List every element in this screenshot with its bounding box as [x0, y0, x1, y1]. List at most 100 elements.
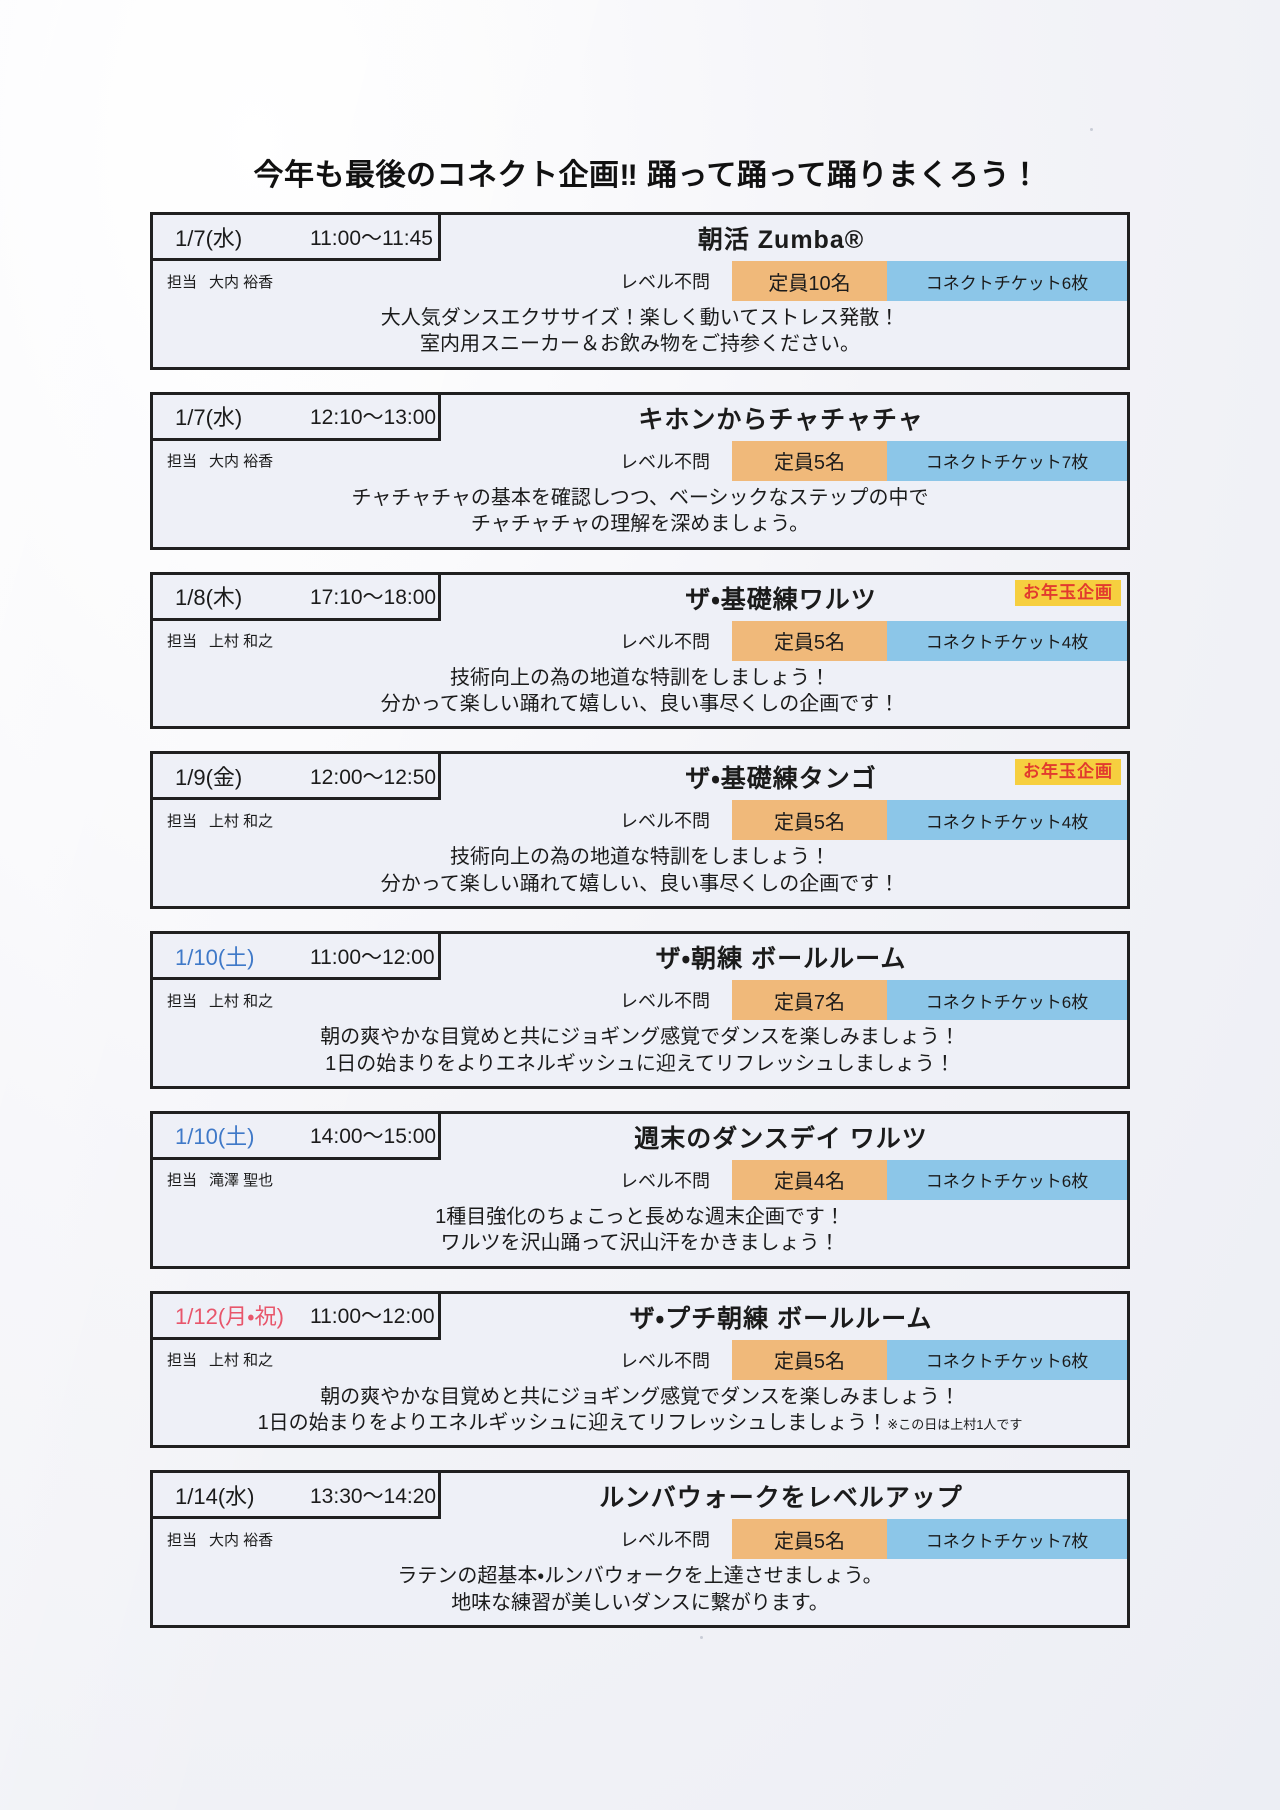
description-line-2-text: 1日の始まりをよりエネルギッシュに迎えてリフレッシュしましょう！	[257, 1412, 888, 1435]
staff-name: 滝澤 聖也	[209, 1172, 274, 1190]
staff-info: 担当 滝澤 聖也	[153, 1169, 273, 1190]
card-header: 1/9(金) 12:00〜12:50 ザ・基礎練タンゴ お年玉企画	[153, 754, 1127, 801]
capacity-badge: 定員5名	[732, 1519, 887, 1560]
date-time-box: 1/10(土) 11:00〜12:00	[153, 934, 441, 981]
staff-name: 大内 裕香	[209, 1531, 274, 1549]
staff-info: 担当 大内 裕香	[153, 271, 273, 292]
ticket-badge: コネクトチケット4枚	[887, 620, 1127, 661]
level-label: レベル不問	[620, 1530, 710, 1551]
class-title: ザ・基礎練ワルツ	[441, 575, 1127, 621]
date-time-box: 1/8(木) 17:10〜18:00	[153, 574, 441, 621]
card-info-band: 担当 上村 和之 レベル不問 定員5名 コネクトチケット4枚	[153, 620, 1127, 661]
class-title-text: ザ・基礎練ワルツ	[685, 585, 877, 614]
staff-info: 担当 大内 裕香	[153, 1529, 273, 1550]
class-title: キホンからチャチャチャ	[441, 395, 1127, 441]
date-time-box: 1/7(水) 11:00〜11:45	[153, 215, 441, 261]
class-card-list: 1/7(水) 11:00〜11:45 朝活 Zumba® 担当 大内 裕香 レベル不問 定員…	[0, 212, 1280, 1629]
staff-info: 担当 大内 裕香	[153, 450, 273, 471]
class-card: 1/7(水) 11:00〜11:45 朝活 Zumba® 担当 大内 裕香 レベル不問 定員…	[150, 212, 1130, 370]
description-line-2: 分かって楽しい踊れて嬉しい、良い事尽くしの企画です！	[153, 691, 1127, 717]
new-year-badge: お年玉企画	[1015, 579, 1121, 606]
class-title: ルンバウォークをレベルアップ	[441, 1473, 1127, 1519]
ticket-badge: コネクトチケット7枚	[887, 440, 1127, 481]
class-time: 11:00〜11:45	[310, 226, 433, 250]
staff-label: 担当	[167, 1172, 198, 1190]
page-title: 今年も最後のコネクト企画‼ 踊って踊って踊りまくろう！	[253, 159, 1041, 192]
description-line-2: 1日の始まりをよりエネルギッシュに迎えてリフレッシュしましょう！	[153, 1051, 1127, 1077]
class-time: 17:10〜18:00	[310, 586, 437, 610]
staff-name: 大内 裕香	[209, 453, 274, 471]
capacity-badge: 定員7名	[732, 980, 887, 1021]
staff-label: 担当	[167, 812, 198, 830]
date-time-box: 1/12(月・祝) 11:00〜12:00	[153, 1293, 441, 1340]
level-label: レベル不問	[620, 811, 710, 832]
ticket-badge: コネクトチケット6枚	[887, 261, 1127, 301]
description-line-1: 技術向上の為の地道な特訓をしましょう！	[450, 666, 830, 689]
card-info-band: 担当 上村 和之 レベル不問 定員5名 コネクトチケット6枚	[153, 1339, 1127, 1380]
staff-label: 担当	[167, 273, 198, 291]
date-time-box: 1/10(土) 14:00〜15:00	[153, 1113, 441, 1160]
capacity-badge: 定員5名	[732, 1339, 887, 1380]
card-description: 技術向上の為の地道な特訓をしましょう！ 分かって楽しい踊れて嬉しい、良い事尽くしの…	[153, 840, 1127, 906]
card-info-band: 担当 大内 裕香 レベル不問 定員5名 コネクトチケット7枚	[153, 440, 1127, 481]
date-time-box: 1/9(金) 12:00〜12:50	[153, 754, 441, 801]
class-time: 11:00〜12:00	[310, 1305, 435, 1329]
class-card: 1/7(水) 12:10〜13:00 キホンからチャチャチャ 担当 大内 裕香 レベル不問…	[150, 391, 1130, 550]
date-time-box: 1/14(水) 13:30〜14:20	[153, 1473, 441, 1520]
class-title: 朝活 Zumba®	[441, 215, 1127, 261]
class-date: 1/10(土)	[175, 1124, 255, 1150]
description-line-2-text: ワルツを沢山踊って沢山汗をかきましょう！	[440, 1232, 840, 1255]
new-year-badge: お年玉企画	[1015, 759, 1121, 786]
card-description: 大人気ダンスエクササイズ！楽しく動いてストレス発散！ 室内用スニーカー＆お飲み物を…	[153, 301, 1127, 367]
description-line-2-text: 分かって楽しい踊れて嬉しい、良い事尽くしの企画です！	[380, 872, 900, 895]
description-line-2-text: 室内用スニーカー＆お飲み物をご持参ください。	[420, 333, 860, 356]
card-description: 朝の爽やかな目覚めと共にジョギング感覚でダンスを楽しみましょう！ 1日の始まりをよ…	[153, 1380, 1127, 1446]
class-card: 1/8(木) 17:10〜18:00 ザ・基礎練ワルツ お年玉企画 担当 上村 和之 レベル…	[150, 571, 1130, 730]
level-label: レベル不問	[620, 631, 710, 652]
card-header: 1/7(水) 12:10〜13:00 キホンからチャチャチャ	[153, 394, 1127, 441]
class-date: 1/7(水)	[175, 405, 243, 431]
class-title-text: 朝活 Zumba®	[697, 226, 865, 254]
description-line-1: ラテンの超基本・ルンバウォークを上達させましょう。	[397, 1565, 883, 1588]
staff-label: 担当	[167, 992, 198, 1010]
class-card: 1/14(水) 13:30〜14:20 ルンバウォークをレベルアップ担当 大内 裕香 レ…	[150, 1470, 1130, 1629]
class-date: 1/9(金)	[175, 764, 243, 790]
level-label: レベル不問	[620, 991, 710, 1012]
capacity-badge: 定員5名	[732, 620, 887, 661]
ticket-badge: コネクトチケット7枚	[887, 1519, 1127, 1560]
card-info-band: 担当 大内 裕香 レベル不問 定員10名 コネクトチケット6枚	[153, 261, 1127, 301]
card-info-band: 担当 上村 和之 レベル不問 定員7名 コネクトチケット6枚	[153, 980, 1127, 1021]
class-card: 1/10(土) 14:00〜15:00 週末のダンスデイ ワルツ担当 滝澤 聖也 レベル…	[150, 1110, 1130, 1269]
class-date: 1/10(土)	[175, 944, 255, 970]
card-header: 1/12(月・祝) 11:00〜12:00 ザ・プチ朝練 ボールルーム	[153, 1293, 1127, 1340]
class-time: 12:10〜13:00	[310, 406, 437, 430]
card-description: 技術向上の為の地道な特訓をしましょう！ 分かって楽しい踊れて嬉しい、良い事尽くしの…	[153, 661, 1127, 727]
class-card: 1/12(月・祝) 11:00〜12:00 ザ・プチ朝練 ボールルーム担当 上村 和之…	[150, 1290, 1130, 1449]
description-line-1: 朝の爽やかな目覚めと共にジョギング感覚でダンスを楽しみましょう！	[320, 1385, 960, 1408]
card-info-band: 担当 上村 和之 レベル不問 定員5名 コネクトチケット4枚	[153, 800, 1127, 841]
class-time: 12:00〜12:50	[310, 765, 437, 789]
staff-label: 担当	[167, 1531, 198, 1549]
card-header: 1/8(木) 17:10〜18:00 ザ・基礎練ワルツ お年玉企画	[153, 574, 1127, 621]
class-title-text: ザ・プチ朝練 ボールルーム	[629, 1304, 933, 1333]
class-title: ザ・基礎練タンゴ	[441, 754, 1127, 800]
class-title-text: ザ・基礎練タンゴ	[685, 765, 877, 794]
class-title: ザ・プチ朝練 ボールルーム	[441, 1294, 1127, 1340]
description-line-1: チャチャチャの基本を確認しつつ、ベーシックなステップの中で	[351, 486, 929, 509]
level-label: レベル不問	[620, 1170, 710, 1191]
capacity-badge: 定員5名	[732, 800, 887, 841]
card-header: 1/7(水) 11:00〜11:45 朝活 Zumba®	[153, 215, 1127, 261]
description-line-1: 技術向上の為の地道な特訓をしましょう！	[450, 846, 830, 869]
description-line-2: チャチャチャの理解を深めましょう。	[153, 511, 1127, 537]
card-header: 1/10(土) 14:00〜15:00 週末のダンスデイ ワルツ	[153, 1113, 1127, 1160]
card-header: 1/14(水) 13:30〜14:20 ルンバウォークをレベルアップ	[153, 1473, 1127, 1520]
description-line-2: 地味な練習が美しいダンスに繋がります。	[153, 1590, 1127, 1616]
class-date: 1/7(水)	[175, 225, 243, 251]
card-description: 1種目強化のちょこっと長めな週末企画です！ ワルツを沢山踊って沢山汗をかきましょう…	[153, 1200, 1127, 1266]
class-date: 1/8(木)	[175, 585, 243, 611]
capacity-badge: 定員10名	[732, 261, 887, 301]
capacity-badge: 定員5名	[732, 440, 887, 481]
staff-name: 大内 裕香	[209, 273, 274, 291]
card-header: 1/10(土) 11:00〜12:00 ザ・朝練 ボールルーム	[153, 934, 1127, 981]
card-description: ラテンの超基本・ルンバウォークを上達させましょう。 地味な練習が美しいダンスに繋が…	[153, 1559, 1127, 1625]
